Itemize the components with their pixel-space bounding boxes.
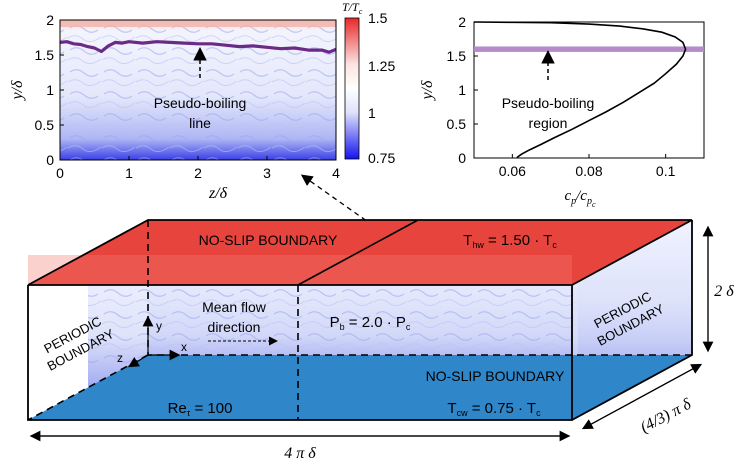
plot-frame [473, 21, 705, 159]
x-axis-name: x [181, 340, 187, 354]
channel-domain-box: NO-SLIP BOUNDARY NO-SLIP BOUNDARY Thw = … [27, 219, 693, 421]
x-tick-label: 0.08 [575, 163, 602, 179]
cp-profile-line [473, 21, 687, 159]
bottom-wall-label: NO-SLIP BOUNDARY [426, 368, 565, 384]
x-tick-label: 0 [56, 165, 64, 181]
x-tick-labels: 0 1 2 3 4 [56, 156, 340, 181]
length-x-label: 4 π δ [284, 445, 316, 462]
cold-wall-temperature: Tcw = 0.75 · Tc [447, 400, 541, 418]
y-tick-label: 1.5 [35, 47, 55, 63]
mean-flow-label: Mean flow [202, 299, 267, 315]
z-axis-name: z [117, 351, 123, 365]
x-tick-label: 3 [263, 165, 271, 181]
y-tick-label: 2 [458, 14, 466, 30]
y-tick-label: 0 [46, 152, 54, 168]
colorbar-tick: 1 [368, 105, 376, 121]
y-axis-name: y [156, 319, 162, 333]
y-tick-label: 1.5 [447, 48, 467, 64]
hot-wall-thermal-layer [28, 255, 572, 285]
y-axis-label: y/δ [9, 80, 26, 102]
x-tick-labels: 0.06 0.08 0.1 [499, 154, 676, 179]
hot-wall-layer [60, 20, 336, 27]
y-tick-label: 0.5 [35, 117, 55, 133]
mid-plane-top-edge [297, 219, 419, 286]
length-z-label: (4/3) π δ [638, 395, 695, 436]
y-tick-label: 2 [46, 12, 54, 28]
x-tick-label: 0.06 [499, 163, 526, 179]
y-tick-labels: 0 0.5 1 1.5 2 [447, 14, 478, 166]
cold-bottom-wall [28, 355, 692, 420]
x-tick-label: 4 [332, 165, 340, 181]
temperature-field-plot: 0 1 2 3 4 0 0.5 1 1.5 2 z/δ y/δ Pseudo-boiling l… [9, 12, 340, 202]
hot-top-wall [28, 220, 692, 285]
x-tick-label: 0.1 [656, 163, 676, 179]
mean-flow-label-2: direction [208, 319, 261, 335]
specific-heat-plot: 0.06 0.08 0.1 0 0.5 1 1.5 2 cp/cpc y/δ Pseudo-… [419, 14, 705, 209]
colorbar-tick: 1.25 [368, 58, 395, 74]
length-z-arrow-back [581, 364, 701, 430]
z-axis-arrow [127, 354, 149, 368]
bulk-pressure: Pb = 2.0 · Pc [330, 314, 411, 332]
hot-wall-temperature: Thw = 1.50 · Tc [463, 232, 557, 250]
colorbar-gradient [344, 17, 360, 160]
pseudo-boiling-region-band [474, 46, 704, 52]
x-axis-label: cp/cpc [564, 188, 596, 209]
pseudo-boiling-line [59, 40, 337, 54]
y-axis-label: y/δ [419, 80, 436, 102]
colorbar-tick: 0.75 [368, 150, 395, 166]
y-tick-label: 0 [458, 150, 466, 166]
pseudo-boiling-line-label-2: line [189, 115, 211, 131]
x-tick-label: 1 [125, 165, 133, 181]
pseudo-boiling-line-label: Pseudo-boiling [154, 95, 247, 111]
top-edges [27, 219, 693, 286]
colorbar-tick: 1.5 [368, 10, 388, 26]
colorbar-title: T/Tc [342, 0, 363, 16]
colorbar: T/Tc 1.5 1.25 1 0.75 [342, 0, 395, 166]
y-tick-labels: 0 0.5 1 1.5 2 [35, 12, 64, 168]
y-tick-label: 1 [458, 82, 466, 98]
hidden-edge [27, 354, 149, 421]
y-tick-label: 1 [46, 82, 54, 98]
top-wall-label: NO-SLIP BOUNDARY [199, 232, 338, 248]
x-tick-label: 2 [194, 165, 202, 181]
turbulent-structures [60, 20, 336, 160]
x-axis-label: z/δ [208, 185, 228, 202]
pseudo-boiling-region-label: Pseudo-boiling [502, 95, 595, 111]
pseudo-boiling-region-label-2: region [529, 115, 568, 131]
reynolds-number: Reτ = 100 [168, 400, 233, 418]
y-tick-label: 0.5 [447, 116, 467, 132]
height-label: 2 δ [714, 283, 734, 300]
